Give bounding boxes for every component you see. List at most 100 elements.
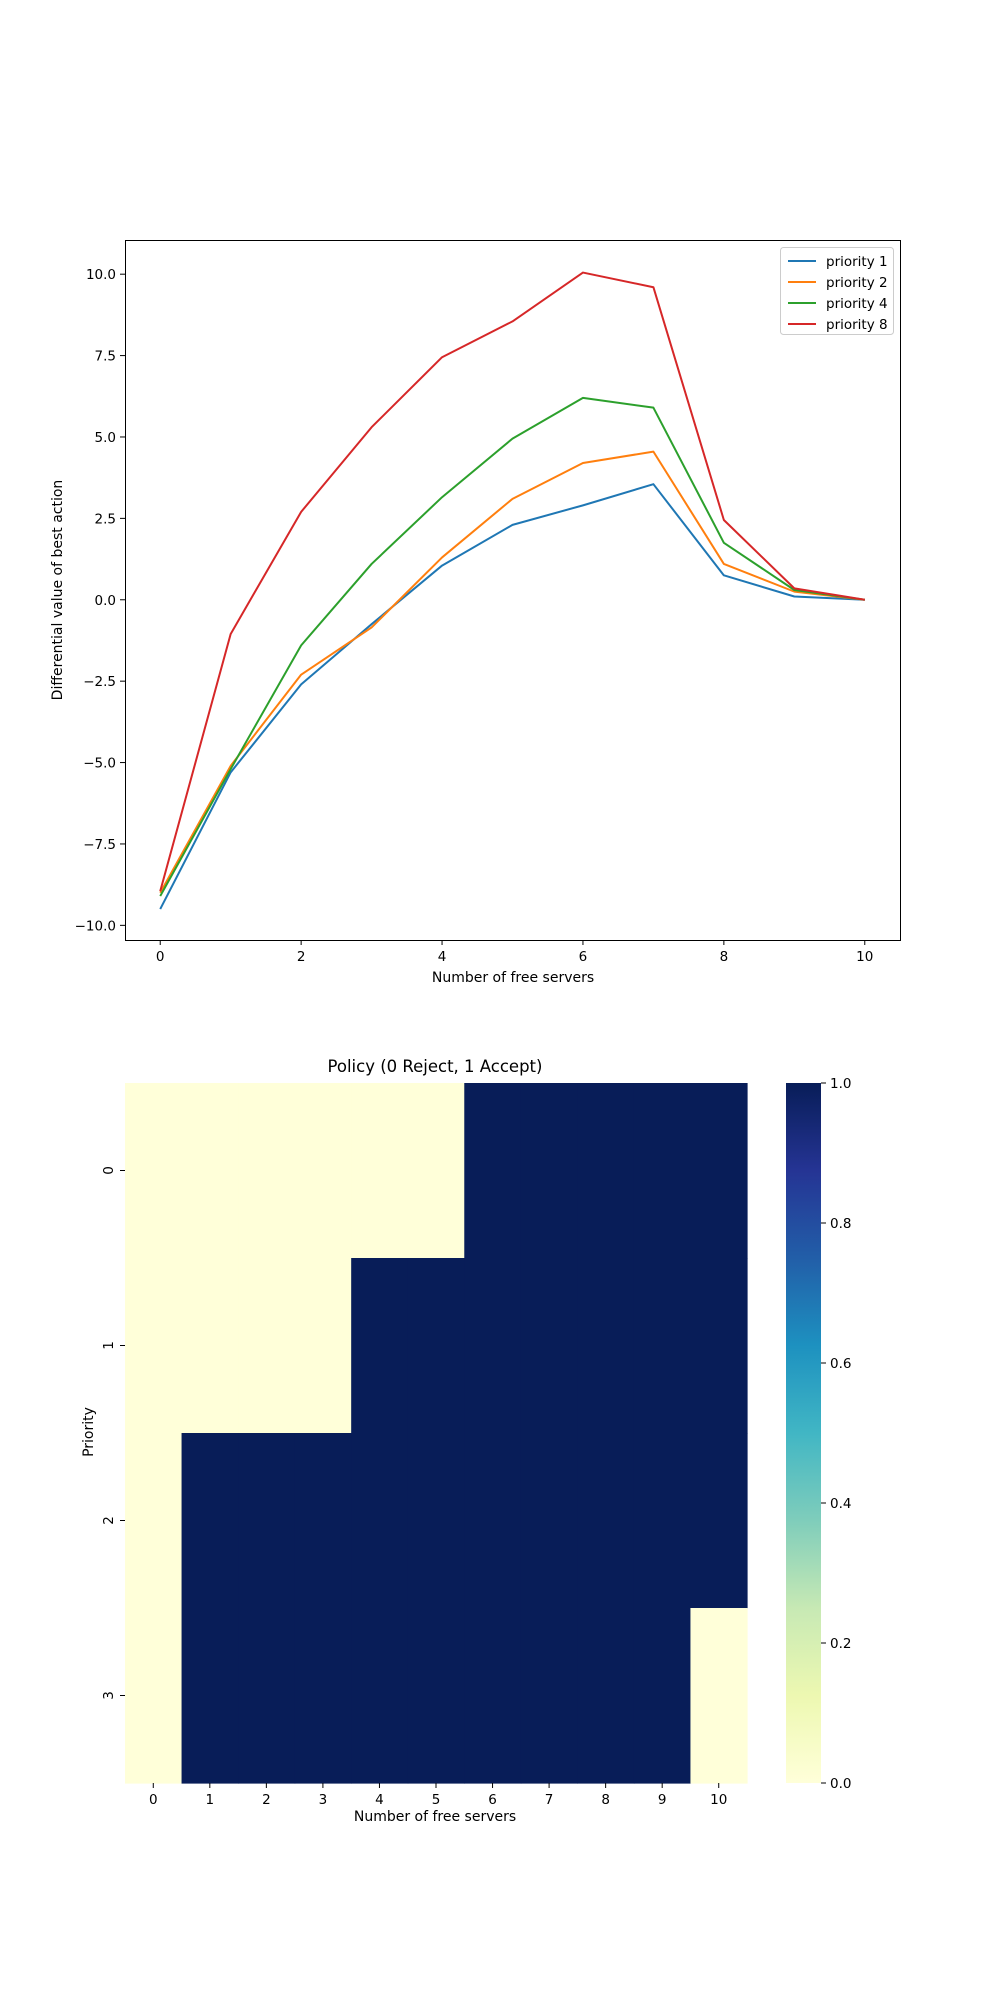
line-chart: 0 2 4 6 8 10 −10.0 −7.5 −5.0 −2.5 0.0 2.5 5.0 7.5 10.… xyxy=(50,240,901,986)
heatmap-x-tick-label: 1 xyxy=(206,1792,215,1808)
legend-label-priority-3: priority 4 xyxy=(826,296,888,312)
heatmap-cell xyxy=(577,1083,635,1259)
heatmap-cell xyxy=(407,1083,465,1259)
heatmap-y-tick-label: 2 xyxy=(101,1516,117,1525)
series-line-priority-2 xyxy=(159,450,865,894)
heatmap-cell xyxy=(690,1433,748,1609)
y-tick-label: −7.5 xyxy=(83,837,116,853)
heatmap-cells xyxy=(125,1083,748,1784)
legend-label-priority-4: priority 8 xyxy=(826,317,888,333)
heatmap-cell xyxy=(181,1608,239,1784)
heatmap-x-tick-label: 6 xyxy=(488,1792,497,1808)
heatmap-cell xyxy=(464,1433,522,1609)
heatmap-title: Policy (0 Reject, 1 Accept) xyxy=(328,1057,543,1076)
y-tick-label: 10.0 xyxy=(86,267,116,283)
heatmap-x-tick-label: 3 xyxy=(319,1792,328,1808)
line-series-group xyxy=(159,271,865,910)
y-tick-label: 5.0 xyxy=(95,430,116,446)
heatmap-x-tick-label: 7 xyxy=(545,1792,554,1808)
line-x-axis-label: Number of free servers xyxy=(432,970,594,986)
heatmap-cell xyxy=(577,1433,635,1609)
colorbar-scale xyxy=(786,1083,821,1783)
line-y-axis-label: Differential value of best action xyxy=(50,480,66,701)
y-tick-label: 0.0 xyxy=(95,593,116,609)
y-tick-label: 2.5 xyxy=(95,511,116,527)
heatmap-cell xyxy=(633,1608,692,1784)
x-tick-label: 0 xyxy=(156,949,165,965)
heatmap-cell xyxy=(464,1083,522,1259)
heatmap-cell xyxy=(407,1433,465,1609)
heatmap-cell xyxy=(238,1608,296,1784)
heatmap-cell xyxy=(125,1433,183,1609)
line-legend: priority 1 priority 2 priority 4 priority 8 xyxy=(780,247,894,335)
heatmap-cell xyxy=(633,1258,692,1434)
heatmap-chart: Policy (0 Reject, 1 Accept) 0 1 2 3 4 5 6 7 8 9 10… xyxy=(81,1057,851,1825)
heatmap-cell xyxy=(577,1608,635,1784)
heatmap-cell xyxy=(294,1258,352,1434)
x-tick-label: 6 xyxy=(579,949,588,965)
series-line-priority-1 xyxy=(159,483,865,910)
x-tick-label: 2 xyxy=(297,949,306,965)
heatmap-cell xyxy=(351,1258,409,1434)
heatmap-cell xyxy=(125,1608,183,1784)
series-line-priority-3 xyxy=(159,396,865,897)
colorbar: 0.0 0.2 0.4 0.6 0.8 1.0 xyxy=(786,1076,851,1792)
colorbar-tick-label: 0.2 xyxy=(830,1636,851,1652)
heatmap-cell xyxy=(690,1608,748,1784)
heatmap-cell xyxy=(238,1083,296,1259)
heatmap-cell xyxy=(181,1433,239,1609)
heatmap-cell xyxy=(351,1083,409,1259)
heatmap-x-tick-label: 2 xyxy=(262,1792,271,1808)
colorbar-tick-label: 0.8 xyxy=(830,1216,851,1232)
heatmap-cell xyxy=(294,1083,352,1259)
heatmap-cell xyxy=(238,1258,296,1434)
heatmap-cell xyxy=(125,1083,183,1259)
x-tick-label: 10 xyxy=(856,949,873,965)
heatmap-cell xyxy=(520,1258,578,1434)
heatmap-y-tick-label: 3 xyxy=(101,1691,117,1700)
y-tick-label: −10.0 xyxy=(75,918,116,934)
heatmap-x-tick-label: 8 xyxy=(601,1792,610,1808)
heatmap-y-tick-label: 0 xyxy=(101,1166,117,1175)
heatmap-cell xyxy=(690,1258,748,1434)
legend-label-priority-1: priority 1 xyxy=(826,254,888,270)
colorbar-tick-label: 1.0 xyxy=(830,1076,851,1092)
heatmap-cell xyxy=(351,1608,409,1784)
heatmap-x-tick-label: 0 xyxy=(149,1792,158,1808)
series-line-priority-4 xyxy=(159,271,865,892)
y-tick-label: −2.5 xyxy=(83,674,116,690)
colorbar-tick-label: 0.6 xyxy=(830,1356,851,1372)
line-y-ticks: −10.0 −7.5 −5.0 −2.5 0.0 2.5 5.0 7.5 10.0 xyxy=(75,267,125,934)
heatmap-x-ticks: 0 1 2 3 4 5 6 7 8 9 10 xyxy=(149,1783,727,1808)
colorbar-tick-label: 0.4 xyxy=(830,1496,851,1512)
heatmap-cell xyxy=(520,1433,578,1609)
heatmap-cell xyxy=(294,1608,352,1784)
heatmap-cell xyxy=(181,1083,239,1259)
heatmap-cell xyxy=(577,1258,635,1434)
heatmap-cell xyxy=(351,1433,409,1609)
heatmap-cell xyxy=(238,1433,296,1609)
heatmap-x-tick-label: 5 xyxy=(432,1792,441,1808)
heatmap-cell xyxy=(633,1083,692,1259)
colorbar-tick-label: 0.0 xyxy=(830,1776,851,1792)
y-tick-label: −5.0 xyxy=(83,756,116,772)
colorbar-ticks: 0.0 0.2 0.4 0.6 0.8 1.0 xyxy=(821,1076,851,1792)
heatmap-cell xyxy=(181,1258,239,1434)
x-tick-label: 4 xyxy=(438,949,447,965)
line-chart-frame xyxy=(125,240,901,941)
heatmap-x-axis-label: Number of free servers xyxy=(354,1809,516,1825)
heatmap-cell xyxy=(125,1258,183,1434)
heatmap-cell xyxy=(690,1083,748,1259)
heatmap-y-tick-label: 1 xyxy=(101,1341,117,1350)
heatmap-cell xyxy=(407,1258,465,1434)
heatmap-x-tick-label: 4 xyxy=(375,1792,384,1808)
heatmap-cell xyxy=(520,1083,578,1259)
legend-label-priority-2: priority 2 xyxy=(826,275,888,291)
heatmap-cell xyxy=(407,1608,465,1784)
x-tick-label: 8 xyxy=(720,949,729,965)
heatmap-cell xyxy=(464,1258,522,1434)
legend-box xyxy=(780,247,894,335)
heatmap-cell xyxy=(520,1608,578,1784)
legend-entries: priority 1 priority 2 priority 4 priority 8 xyxy=(788,254,888,333)
